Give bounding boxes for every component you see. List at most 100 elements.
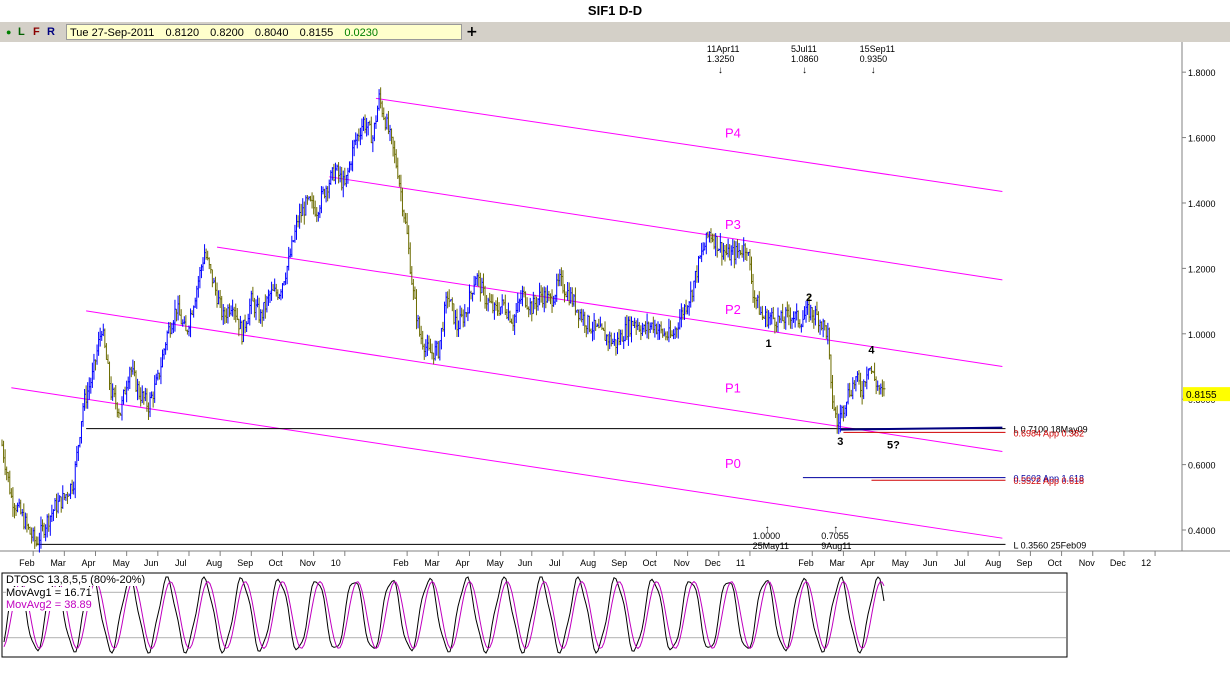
price-chart[interactable]: P4 P3 P2 P1 P0 L 0.7100 18May09 L 0.3560 25Fe… [0,42,1230,673]
fib-label: 0.5602 App 1.618 [1013,474,1084,484]
x-tick-label: Jul [549,558,561,568]
wave-label: 5? [887,439,900,451]
x-tick-label: Sep [237,558,253,568]
oscillator-fast-line [3,576,885,654]
top-annotation-value: 0.9350 [860,54,888,64]
wave-label: 1 [766,338,772,350]
x-tick-label: May [113,558,131,568]
x-tick-label: Mar [424,558,440,568]
y-tick-label: 0.6000 [1188,461,1216,471]
bottom-annotation-value: 1.0000 [753,531,781,541]
bottom-annotation-date: 9Aug11 [821,541,851,551]
y-tick-label: 0.4000 [1188,526,1216,536]
last-price-label: 0.8155 [1186,390,1217,401]
top-annotation-date: 15Sep11 [860,44,895,54]
x-tick-label: Sep [611,558,627,568]
channel-label-p2: P2 [725,302,741,317]
x-tick-label: Dec [705,558,722,568]
wedge-line [840,426,1003,431]
top-annotation-date: 11Apr11 [707,44,740,54]
fib-label: 0.6984 App 0.382 [1013,428,1084,438]
refresh-button[interactable]: R [47,26,55,38]
quote-low: 0.8040 [254,27,289,39]
quote-high: 0.8200 [210,27,244,39]
oscillator-slow-line [3,580,885,650]
x-tick-label: Apr [81,558,95,568]
x-tick-label: Apr [861,558,875,568]
x-tick-label: Aug [580,558,596,568]
y-tick-label: 1.4000 [1188,199,1216,209]
x-tick-label: 12 [1141,558,1151,568]
channel-label-p3: P3 [725,217,741,232]
movavg1-label: MovAvg1 = [6,587,65,599]
y-tick-label: 1.8000 [1188,68,1216,78]
down-arrow-icon: ↓ [871,65,876,76]
channel-label-p4: P4 [725,126,741,141]
format-button[interactable]: F [33,26,40,38]
quote-open: 0.8120 [165,27,200,39]
x-tick-label: Nov [674,558,691,568]
add-plus-icon[interactable]: + [466,24,478,40]
y-tick-label: 1.2000 [1188,264,1216,274]
top-annotation-value: 1.0860 [791,54,819,64]
y-tick-label: 1.0000 [1188,330,1216,340]
movavg1-line: MovAvg1 = 16.71 [6,587,92,599]
x-tick-label: Dec [1110,558,1127,568]
x-tick-label: Nov [1079,558,1096,568]
wave-label: 2 [806,292,812,304]
channel-line-p4 [375,97,1003,193]
x-tick-label: Aug [985,558,1001,568]
x-tick-label: Nov [300,558,317,568]
x-tick-label: Feb [798,558,814,568]
wave-label: 4 [868,344,875,356]
top-annotation-value: 1.3250 [707,54,735,64]
x-tick-label: Oct [268,558,283,568]
up-arrow-icon: ↑ [833,524,838,535]
x-tick-label: Oct [642,558,657,568]
x-tick-label: Mar [50,558,66,568]
channel-label-p1: P1 [725,381,741,396]
down-arrow-icon: ↓ [802,65,807,76]
x-tick-label: Jun [518,558,533,568]
x-tick-label: Aug [206,558,222,568]
support-label: L 0.3560 25Feb09 [1013,540,1086,550]
down-arrow-icon: ↓ [718,65,723,76]
channel-label-p0: P0 [725,456,741,471]
oscillator-frame [1,572,1068,658]
up-arrow-icon: ↑ [765,524,770,535]
quote-close: 0.8155 [299,27,334,39]
movavg2-value: 38.89 [64,599,92,611]
x-tick-label: Apr [455,558,469,568]
toolbar: ● L F R Tue 27-Sep-2011 0.8120 0.8200 0.… [0,22,1230,43]
chart-title: SIF1 D-D [587,3,643,18]
movavg1-value: 16.71 [64,587,92,599]
channel-line-p3 [329,176,1003,281]
line-chart-button[interactable]: L [18,26,25,38]
status-dot-icon[interactable]: ● [6,27,12,37]
x-tick-label: Oct [1048,558,1063,568]
x-tick-label: May [892,558,910,568]
quote-date: Tue 27-Sep-2011 [70,27,155,39]
quote-box: Tue 27-Sep-2011 0.8120 0.8200 0.8040 0.8… [66,24,462,40]
x-tick-label: Mar [829,558,845,568]
x-tick-label: 11 [736,558,745,568]
x-tick-label: Jun [144,558,159,568]
x-tick-label: Sep [1016,558,1032,568]
movavg2-label: MovAvg2 = [6,599,65,611]
bottom-annotation-value: 0.7055 [821,531,849,541]
fib-label: 0.5522 App 0.618 [1013,476,1084,486]
x-tick-label: May [487,558,505,568]
channel-line-p2 [216,246,1003,367]
x-tick-label: Jul [175,558,187,568]
support-label: L 0.7100 18May09 [1013,425,1087,435]
x-tick-label: Jul [954,558,966,568]
bottom-annotation-date: 25May11 [753,541,789,551]
quote-change: 0.0230 [344,27,378,39]
x-tick-label: Feb [393,558,409,568]
last-price-box [1183,387,1230,402]
oscillator-title: DTOSC 13,8,5,5 (80%-20%) [6,574,146,586]
top-annotation-date: 5Jul11 [791,44,817,54]
channel-line-p0 [11,387,1003,539]
x-tick-label: Feb [19,558,35,568]
movavg2-line: MovAvg2 = 38.89 [6,599,92,611]
